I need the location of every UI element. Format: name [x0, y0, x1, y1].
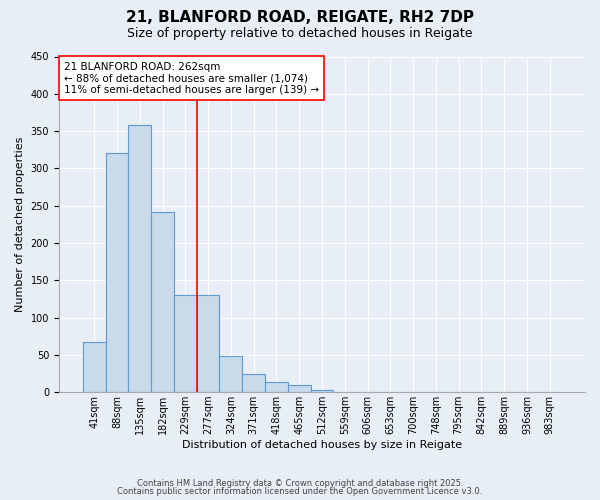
Bar: [174, 295, 197, 392]
Text: Contains HM Land Registry data © Crown copyright and database right 2025.: Contains HM Land Registry data © Crown c…: [137, 478, 463, 488]
Text: Size of property relative to detached houses in Reigate: Size of property relative to detached ho…: [127, 28, 473, 40]
Bar: [242, 374, 265, 392]
Bar: [220, 356, 242, 392]
X-axis label: Distribution of detached houses by size in Reigate: Distribution of detached houses by size …: [182, 440, 462, 450]
Text: Contains public sector information licensed under the Open Government Licence v3: Contains public sector information licen…: [118, 487, 482, 496]
Bar: [83, 342, 106, 392]
Bar: [106, 154, 128, 392]
Text: 21, BLANFORD ROAD, REIGATE, RH2 7DP: 21, BLANFORD ROAD, REIGATE, RH2 7DP: [126, 10, 474, 25]
Text: 21 BLANFORD ROAD: 262sqm
← 88% of detached houses are smaller (1,074)
11% of sem: 21 BLANFORD ROAD: 262sqm ← 88% of detach…: [64, 62, 319, 94]
Y-axis label: Number of detached properties: Number of detached properties: [15, 136, 25, 312]
Bar: [197, 295, 220, 392]
Bar: [265, 382, 288, 392]
Bar: [311, 390, 334, 392]
Bar: [128, 125, 151, 392]
Bar: [151, 212, 174, 392]
Bar: [288, 384, 311, 392]
